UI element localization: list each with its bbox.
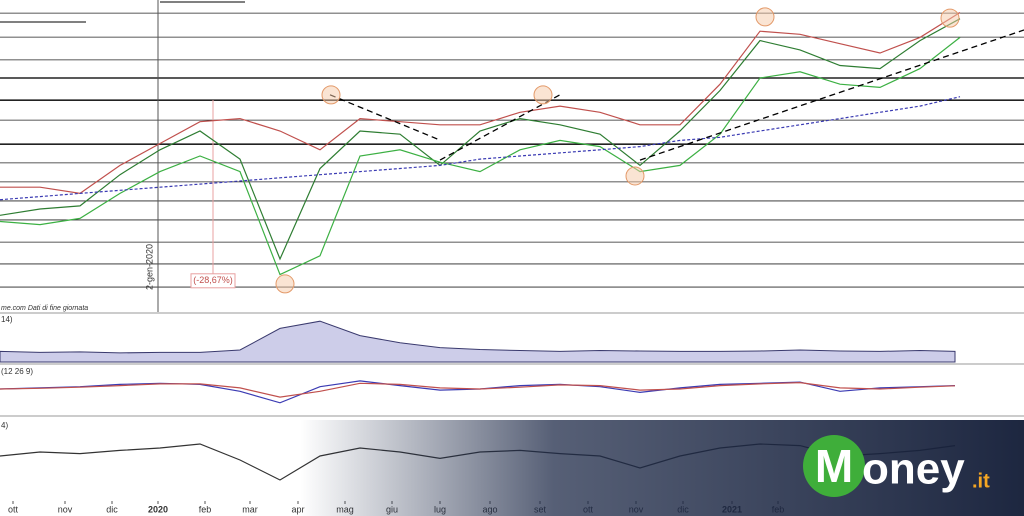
x-tick-label: 2020 xyxy=(148,504,168,514)
series-line xyxy=(0,11,961,195)
marker xyxy=(321,85,341,105)
area xyxy=(0,320,956,363)
x-tick-label: feb xyxy=(199,504,212,514)
trendline xyxy=(639,29,1024,161)
x-tick-label: nov xyxy=(58,504,73,514)
series-line xyxy=(0,36,961,276)
x-tick-label: mar xyxy=(242,504,258,514)
logo-text: oney xyxy=(862,445,965,494)
marker xyxy=(625,166,645,186)
pane-label: (12 26 9) xyxy=(1,367,33,376)
event-label: 2-gen-2020 xyxy=(144,244,154,290)
series-line xyxy=(0,381,956,398)
x-tick-label: apr xyxy=(291,504,304,514)
watermark-band xyxy=(300,420,1024,516)
pane-label: 14) xyxy=(1,315,13,324)
logo-suffix: .it xyxy=(972,470,990,492)
x-tick-label: ott xyxy=(8,504,19,514)
logo-circle xyxy=(803,435,865,497)
annotation-text: (-28,67%) xyxy=(193,275,233,285)
series-line xyxy=(0,18,961,261)
series-line xyxy=(0,96,961,201)
logo-initial: M xyxy=(815,440,853,492)
marker xyxy=(755,7,775,27)
annotation-box xyxy=(190,273,236,289)
marker xyxy=(940,8,960,28)
source-note: me.com Dati di fine giornata xyxy=(1,305,88,312)
logo: M oney .it xyxy=(803,435,990,497)
marker xyxy=(533,85,553,105)
marker xyxy=(275,274,295,294)
x-tick-label: dic xyxy=(106,504,118,514)
trendline xyxy=(439,94,561,161)
pane-label: 4) xyxy=(1,421,8,430)
